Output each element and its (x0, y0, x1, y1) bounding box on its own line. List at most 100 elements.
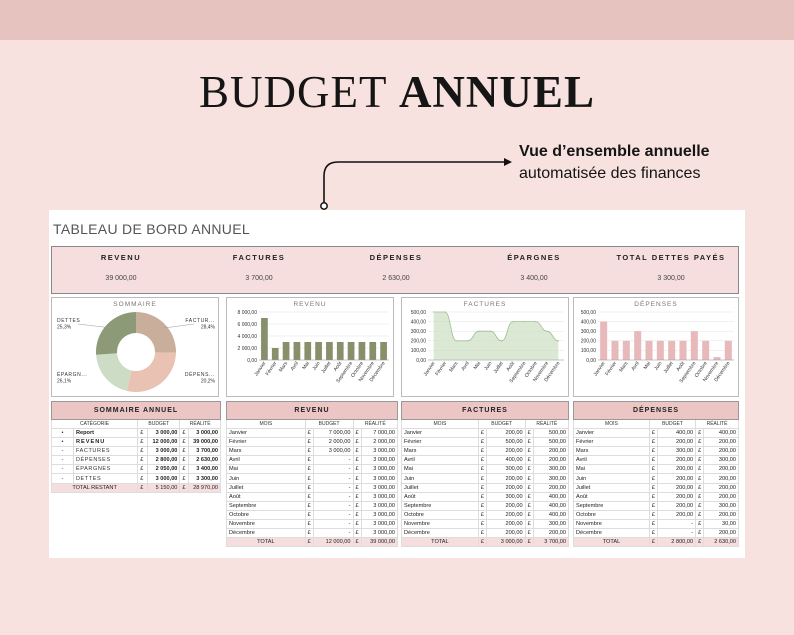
currency-symbol: £ (477, 482, 488, 493)
bullet: • (51, 427, 74, 439)
budget-cell: 2 800,00 (147, 455, 181, 466)
budget-cell: 200,00 (657, 509, 697, 520)
currency-symbol: £ (648, 482, 659, 493)
bar-juin (315, 342, 322, 360)
point-janvier (433, 311, 435, 313)
budget-cell: 200,00 (486, 473, 526, 484)
currency-symbol: £ (304, 464, 315, 475)
month-cell: Janvier (401, 427, 479, 439)
currency-symbol: £ (179, 437, 189, 448)
currency-symbol: £ (648, 491, 659, 502)
month-cell: Mai (573, 464, 650, 475)
summary-row-revenu: • REVENU £12 000,00 £39 000,00 (51, 437, 222, 448)
currency-symbol: £ (477, 491, 488, 502)
currency-symbol: £ (648, 455, 659, 466)
revenu-chart-title: REVENU (293, 301, 327, 308)
factures-table: FACTURES MOIS BUDGET RÉALITÉ Janvier £200,00 £… (401, 401, 570, 548)
currency-symbol: £ (304, 437, 315, 448)
total-label: TOTAL (226, 537, 306, 548)
y-tick-label: 0,00 (247, 358, 257, 364)
currency-symbol: £ (352, 427, 363, 439)
table-row: Décembre £ - £200,00 (573, 528, 739, 539)
table-row: Septembre £200,00 £400,00 (401, 500, 570, 511)
currency-symbol: £ (648, 473, 659, 484)
summary-row-report: • Report £3 000,00 £3 000,00 (51, 427, 222, 439)
total-budget: 3 000,00 (486, 537, 526, 548)
bar-octobre (358, 342, 366, 360)
kpi-value: 39 000,00 (105, 275, 137, 282)
bullet: - (51, 473, 74, 484)
arrow-icon (320, 158, 512, 210)
month-cell: Mars (226, 446, 306, 457)
total-reality: 2 630,00 (703, 537, 739, 548)
reality-cell: 3 400,00 (187, 464, 222, 475)
currency-symbol: £ (695, 427, 705, 439)
currency-symbol: £ (695, 455, 705, 466)
depenses-chart-panel: DÉPENSES 500,00 400,00 300,00 200,00 100,00 0… (573, 297, 739, 397)
currency-symbol: £ (524, 437, 534, 448)
currency-symbol: £ (648, 437, 659, 448)
table-row: Décembre £200,00 £200,00 (401, 528, 570, 539)
budget-cell: 3 000,00 (313, 446, 354, 457)
reality-cell: 300,00 (532, 464, 570, 475)
bar-juillet (326, 342, 333, 360)
table-row: Janvier £200,00 £500,00 (401, 427, 570, 439)
currency-symbol: £ (304, 528, 315, 539)
currency-symbol: £ (137, 437, 149, 448)
bar-septembre (690, 331, 698, 360)
reality-cell: 3 000,00 (361, 473, 398, 484)
dashboard-title: TABLEAU DE BORD ANNUEL (53, 221, 250, 237)
total-label: TOTAL (573, 537, 650, 548)
reality-cell: 39 000,00 (187, 437, 222, 448)
budget-cell: 200,00 (486, 518, 526, 530)
month-cell: Avril (401, 455, 479, 466)
month-cell: Mars (573, 446, 650, 457)
table-row: Juin £ - £3 000,00 (226, 473, 398, 484)
month-cell: Septembre (401, 500, 479, 511)
column-header: BUDGET (648, 419, 697, 429)
table-row: Décembre £ - £3 000,00 (226, 528, 398, 539)
summary-row-depenses: - DÉPENSES £2 800,00 £2 630,00 (51, 455, 222, 466)
table-row: Juillet £200,00 £200,00 (401, 482, 570, 493)
table-row: Septembre £ - £3 000,00 (226, 500, 398, 511)
bar-mai (645, 340, 653, 360)
currency-symbol: £ (352, 528, 363, 539)
currency-symbol: £ (695, 491, 705, 502)
bar-juillet (668, 340, 676, 360)
y-tick-label: 4 000,00 (238, 334, 258, 340)
factures-area-chart: 500,00400,00300,00200,00100,000,00Janvie… (411, 310, 564, 384)
column-header: CATÉGORIE (50, 419, 139, 429)
month-cell: Juillet (226, 482, 306, 493)
currency-symbol: £ (524, 509, 534, 520)
reality-cell: 300,00 (703, 455, 739, 466)
reality-cell: 3 700,00 (187, 446, 222, 457)
budget-cell: - (657, 528, 697, 539)
reality-cell: 400,00 (532, 500, 570, 511)
month-cell: Août (401, 491, 479, 502)
currency-symbol: £ (352, 491, 363, 502)
depenses-chart-title: DÉPENSES (634, 301, 678, 308)
y-tick-label: 2 000,00 (238, 346, 258, 352)
budget-cell: - (313, 464, 354, 475)
kpi-factures: FACTURES 3 700,00 (190, 247, 328, 295)
currency-symbol: £ (648, 518, 659, 530)
reality-cell: 3 000,00 (361, 518, 398, 530)
column-header: BUDGET (137, 419, 181, 429)
budget-cell: 200,00 (657, 455, 697, 466)
currency-symbol: £ (477, 455, 488, 466)
table-title: REVENU (226, 401, 398, 420)
donut-pct: 28,4% (201, 325, 216, 331)
total-row: TOTAL RESTANT £5 150,00 £28 970,00 (50, 482, 222, 493)
x-tick-label: Juillet (320, 360, 333, 374)
y-tick-label: 500,00 (411, 310, 427, 316)
category-cell: DÉPENSES (72, 455, 139, 466)
summary-row-dettes: - DETTES £3 000,00 £3 300,00 (51, 473, 222, 484)
bar-avril (293, 342, 301, 360)
bar-janvier (600, 321, 608, 360)
table-row: Novembre £ - £3 000,00 (226, 518, 398, 530)
table-row: Août £200,00 £200,00 (573, 491, 739, 502)
x-tick-label: Mars (618, 360, 630, 373)
table-row: Août £ - £3 000,00 (226, 491, 398, 502)
table-row: Novembre £ - £30,00 (573, 518, 739, 530)
